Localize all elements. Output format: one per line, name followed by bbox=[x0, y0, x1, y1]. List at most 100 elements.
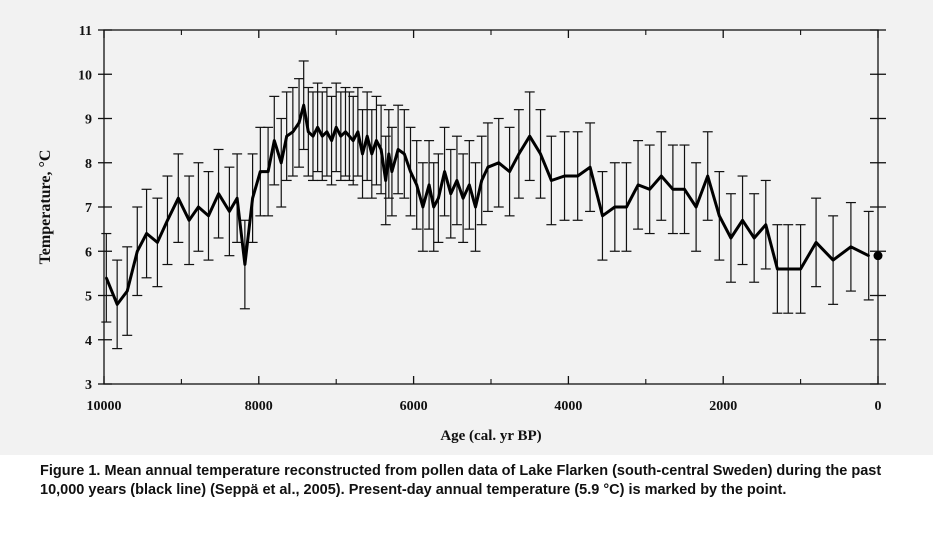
data-point bbox=[648, 188, 651, 191]
data-point bbox=[427, 183, 431, 187]
data-point bbox=[339, 135, 343, 138]
data-point bbox=[455, 179, 459, 182]
data-point bbox=[694, 205, 698, 209]
data-point bbox=[486, 165, 490, 169]
data-point bbox=[166, 219, 169, 222]
data-point bbox=[375, 139, 378, 142]
y-tick-label: 11 bbox=[79, 24, 92, 39]
y-tick-label: 9 bbox=[85, 113, 92, 128]
y-tick-label: 8 bbox=[85, 157, 92, 172]
data-point bbox=[683, 188, 686, 191]
data-point bbox=[787, 267, 790, 271]
data-point bbox=[421, 205, 425, 209]
data-point bbox=[415, 183, 418, 187]
data-point bbox=[307, 130, 310, 133]
data-point bbox=[437, 196, 440, 200]
data-point bbox=[356, 130, 360, 133]
data-point bbox=[325, 130, 329, 133]
data-point bbox=[576, 174, 579, 178]
data-point bbox=[348, 135, 351, 138]
data-point bbox=[776, 267, 779, 271]
data-point bbox=[660, 174, 663, 178]
data-point bbox=[352, 139, 355, 142]
data-point bbox=[550, 179, 553, 182]
data-point bbox=[497, 161, 500, 164]
caption-lead: Figure 1. bbox=[40, 463, 101, 479]
data-point bbox=[831, 258, 835, 262]
data-point bbox=[197, 205, 200, 209]
data-point bbox=[601, 214, 604, 218]
data-point bbox=[379, 148, 383, 151]
data-point bbox=[316, 126, 319, 129]
data-point bbox=[814, 241, 818, 244]
data-point bbox=[539, 152, 542, 156]
x-axis-label: Age (cal. yr BP) bbox=[440, 428, 541, 444]
plot-frame bbox=[103, 29, 879, 385]
data-point bbox=[468, 183, 471, 187]
data-point bbox=[752, 236, 756, 240]
figure-caption: Figure 1. Mean annual temperature recons… bbox=[40, 462, 910, 500]
temperature-chart: 10000 8000 6000 4000 2000 0 3 4 5 6 7 8 9 10 11 Age (ca… bbox=[37, 24, 886, 444]
data-point bbox=[235, 196, 239, 200]
data-point bbox=[365, 135, 369, 138]
data-point bbox=[625, 205, 628, 209]
y-tick-label: 6 bbox=[85, 245, 92, 260]
data-point bbox=[251, 196, 254, 200]
data-point bbox=[449, 192, 452, 195]
data-point bbox=[370, 152, 374, 156]
data-point bbox=[207, 214, 210, 218]
data-point bbox=[335, 126, 338, 129]
data-point bbox=[217, 192, 220, 195]
y-tick-label: 4 bbox=[85, 334, 92, 349]
data-point bbox=[588, 165, 592, 169]
data-point bbox=[432, 205, 435, 209]
data-point bbox=[156, 241, 159, 244]
data-point bbox=[361, 152, 364, 156]
x-tick-label: 4000 bbox=[554, 399, 582, 414]
caption-text: Mean annual temperature reconstructed fr… bbox=[40, 463, 882, 498]
y-tick-label: 7 bbox=[85, 201, 92, 216]
data-point bbox=[563, 174, 566, 178]
data-point bbox=[390, 170, 394, 173]
x-tick-label: 2000 bbox=[709, 399, 737, 414]
data-point bbox=[718, 214, 721, 218]
data-point bbox=[291, 130, 295, 133]
data-point bbox=[706, 174, 709, 178]
data-point bbox=[259, 170, 262, 173]
x-tick-label: 8000 bbox=[245, 399, 273, 414]
data-point bbox=[384, 179, 387, 182]
y-tick-label: 10 bbox=[78, 68, 92, 83]
y-tick-label: 3 bbox=[85, 378, 92, 393]
data-point bbox=[799, 267, 802, 271]
data-point bbox=[302, 104, 305, 107]
y-tick-label: 5 bbox=[85, 290, 92, 305]
data-point bbox=[409, 170, 412, 173]
data-point bbox=[461, 196, 465, 200]
data-point bbox=[297, 121, 301, 125]
data-point bbox=[321, 135, 324, 138]
data-point bbox=[115, 303, 119, 306]
data-point bbox=[243, 263, 247, 266]
data-point bbox=[273, 139, 276, 142]
data-point bbox=[528, 135, 531, 138]
data-point bbox=[443, 170, 446, 173]
data-point bbox=[280, 161, 283, 164]
data-point bbox=[396, 148, 400, 151]
plot-area: 10000 8000 6000 4000 2000 0 3 4 5 6 7 8 9 10 11 Age (ca… bbox=[0, 0, 933, 455]
data-point bbox=[517, 152, 521, 156]
data-point bbox=[867, 254, 870, 257]
data-point bbox=[228, 210, 231, 213]
data-point bbox=[311, 135, 315, 138]
data-point bbox=[387, 152, 391, 156]
data-point bbox=[474, 205, 477, 209]
data-point bbox=[126, 289, 129, 293]
data-point bbox=[403, 152, 406, 156]
data-point bbox=[344, 130, 347, 133]
data-point bbox=[849, 245, 853, 249]
x-tick-label: 0 bbox=[875, 399, 882, 414]
data-point bbox=[480, 179, 483, 182]
data-point bbox=[266, 170, 270, 173]
data-point bbox=[105, 276, 108, 279]
data-point bbox=[285, 135, 288, 138]
data-point bbox=[671, 188, 675, 191]
